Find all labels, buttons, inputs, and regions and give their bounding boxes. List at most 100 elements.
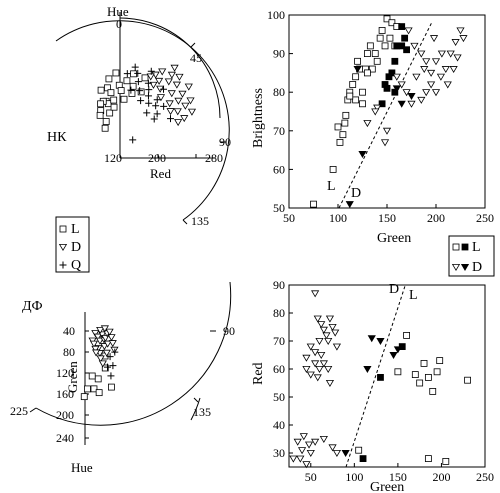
legend-right-marker-D-filled (460, 263, 470, 271)
polar-df-tick-label-90: 90 (223, 324, 235, 338)
polar-df-point-s1-10 (96, 326, 105, 334)
chart2-point-s0-22 (381, 42, 389, 50)
polar-df-point-s1-23 (98, 360, 107, 368)
chart2-point-s0-11 (354, 57, 362, 65)
panel-label-df: ДФ (22, 299, 43, 314)
chart4-point-s2-6 (325, 315, 335, 323)
polar-hk-point-s1-13 (173, 108, 182, 116)
polar-hk-point-s0-17 (137, 88, 145, 96)
chart4-point-s0-2 (416, 379, 424, 387)
chart2-point-s0-31 (346, 92, 354, 100)
chart4-ytick-label-60: 60 (273, 362, 285, 376)
chart4-xtick-label-150: 150 (389, 470, 407, 484)
polar-df-tick-label-135: 135 (193, 405, 211, 419)
legend-right-marker-L-filled (461, 243, 469, 251)
chart4-point-s2-29 (311, 438, 320, 446)
chart4-point-s2-22 (293, 438, 302, 446)
chart2-point-s2-21 (373, 104, 382, 112)
polar-df-point-s1-2 (95, 337, 105, 345)
legend-right-markers (451, 243, 470, 271)
chart2-point-s0-21 (378, 27, 386, 34)
chart4-point-s2-26 (306, 449, 315, 457)
polar-hk-point-s2-7 (144, 92, 152, 100)
polar-df-point-s0-1 (90, 385, 98, 393)
chart4-point-s3-5 (341, 449, 350, 457)
legend-right-marker-D-open (451, 263, 461, 271)
chart2-ytick-label-50: 50 (273, 201, 285, 215)
chart2-ylabel: Brightness (251, 88, 266, 148)
chart2-point-s0-24 (386, 34, 394, 42)
polar-df-point-s2-4 (107, 372, 115, 380)
polar-hk-point-s1-5 (175, 73, 184, 81)
polar-df-point-s1-18 (107, 334, 116, 342)
chart2-point-s3-3 (397, 100, 406, 108)
chart2-point-s2-7 (446, 50, 455, 58)
polar-hk-point-s1-20 (165, 100, 174, 108)
chart2-point-s3-0 (345, 201, 354, 209)
chart2-point-s3-4 (407, 93, 416, 101)
chart4-ytick-label-80: 80 (273, 306, 285, 320)
polar-hk-tick-label-0: 0 (116, 17, 122, 31)
polar-hk-point-s1-6 (172, 81, 181, 89)
polar-df-tick-label-225: 225 (10, 404, 28, 418)
chart2-point-s2-18 (402, 89, 411, 97)
polar-hk-red-tick-label-200: 200 (148, 151, 166, 165)
polar-df-point-s2-2 (109, 362, 117, 370)
scatter-green-brightness: 50 100 150 200 250 50 60 70 80 90 100 Green Bright… (251, 8, 494, 246)
polar-hk-point-s2-2 (134, 69, 142, 77)
chart2-point-s2-8 (451, 39, 460, 47)
polar-hk-point-s1-3 (167, 71, 176, 79)
chart2-point-s2-5 (436, 73, 445, 81)
chart2-point-s0-17 (368, 65, 376, 73)
polar-hk-point-s1-1 (158, 68, 167, 76)
polar-df-point-s1-13 (91, 349, 101, 357)
chart4-point-s3-3 (393, 346, 402, 354)
chart4-point-s2-13 (319, 360, 328, 368)
chart2-point-s2-16 (417, 96, 426, 104)
chart4-ytick-label-50: 50 (273, 390, 285, 404)
chart4-point-s2-10 (315, 337, 324, 345)
chart2-point-s0-25 (388, 19, 396, 27)
chart2-point-s2-3 (427, 69, 436, 77)
polar-hk-point-s2-12 (153, 110, 161, 118)
chart2-point-s2-11 (453, 54, 462, 62)
polar-df-point-s1-7 (100, 343, 109, 351)
polar-hk-point-s0-7 (110, 96, 118, 104)
polar-hk-point-s1-16 (174, 119, 183, 127)
legend-right: L D (448, 235, 495, 277)
chart2-point-s2-28 (420, 66, 429, 74)
polar-hk-tick-label-135: 135 (191, 214, 209, 228)
chart4-point-s2-7 (328, 323, 337, 331)
polar-df-point-s0-4 (80, 393, 88, 401)
polar-hk-point-s2-20 (129, 136, 137, 144)
polar-hk-tick-135 (182, 219, 188, 225)
chart4-point-s3-4 (363, 365, 372, 373)
polar-df-point-s1-0 (91, 330, 100, 338)
polar-hk-point-s0-9 (110, 103, 118, 111)
polar-hk-point-s1-12 (181, 102, 190, 110)
polar-hk-point-s0-20 (97, 100, 105, 108)
polar-df-point-s0-2 (84, 385, 91, 393)
chart2-marks (310, 15, 468, 209)
chart2-ticks: 50 100 150 200 250 50 60 70 80 90 100 (267, 8, 494, 225)
polar-hk-point-s1-22 (146, 73, 155, 81)
chart2-point-s2-14 (427, 81, 436, 89)
chart2-point-s0-0 (310, 200, 317, 208)
chart4-point-s0-8 (442, 457, 450, 465)
chart2-point-s0-30 (363, 69, 371, 77)
polar-hk-point-s1-11 (186, 97, 195, 105)
polar-df-inner-arc (190, 397, 201, 421)
legend-left-label-Q: Q (71, 258, 81, 273)
polar-hk-point-s1-10 (174, 97, 183, 105)
chart2-point-s0-2 (334, 123, 342, 131)
chart4-xtick-label-250: 250 (476, 470, 494, 484)
chart2-annotation-D: D (351, 186, 361, 201)
polar-hk-point-s0-15 (128, 90, 136, 97)
chart2-point-s0-20 (376, 34, 384, 42)
polar-hk-point-s2-17 (137, 97, 145, 105)
polar-hk-point-s2-6 (145, 86, 153, 94)
chart2-point-s0-28 (352, 96, 360, 104)
polar-hk-point-s2-18 (145, 99, 153, 107)
chart4-ticks: 50 100 150 200 250 30 40 50 60 70 80 90 (273, 278, 494, 484)
panel-label-hk: НК (47, 130, 67, 145)
